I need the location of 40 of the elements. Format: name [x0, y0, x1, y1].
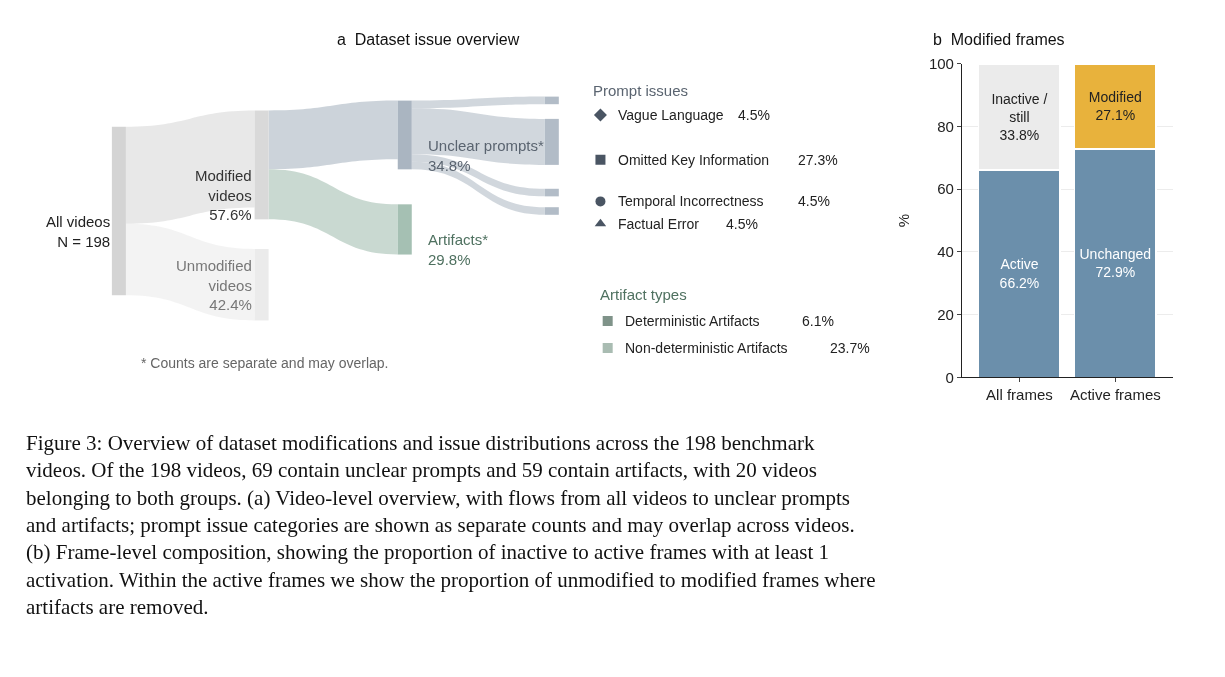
text: a Dataset issue overview: [337, 31, 520, 48]
y-tick-label: 0: [945, 368, 954, 386]
caption: Figure 3: Overview of dataset modifications and issue distributions across the 198 benchmark videos. Of the 198 videos, 69 contain unclear prompts and 59 contain artifacts, with 20 videos belonging to both groups. (a) Video-level overview, with flows from all videos to unclear prompts and artifacts; prompt issue categories are shown as separate counts and may overlap across videos. (b) Frame-level composition, showing the proportion of inactive to active frames with at least 1 activation. Within the active frames we show the proportion of unmodified to modified frames where artifacts are removed.: [26, 431, 876, 619]
category-label: Modified videos: [195, 167, 252, 204]
data-label: 4.5%: [726, 216, 758, 232]
data-label: 4.5%: [798, 193, 830, 209]
y-tick-label: 40: [937, 243, 954, 261]
data-label: 34.8%: [428, 156, 471, 174]
category-label: Vague Language: [618, 107, 724, 123]
category-label: Unclear prompts*: [428, 137, 545, 154]
text: * Counts are separate and may overlap.: [141, 355, 389, 371]
data-label: 29.8%: [428, 250, 471, 268]
text: Artifact types: [600, 286, 687, 303]
category-label: Omitted Key Information: [618, 152, 769, 168]
data-label: Inactive / still 33.8%: [991, 90, 1048, 143]
y-tick-label: 80: [937, 117, 954, 135]
data-label: Active 66.2%: [999, 256, 1040, 291]
data-label: 27.3%: [798, 152, 838, 168]
y-tick-label: 100: [928, 55, 954, 73]
category-label: Factual Error: [618, 216, 700, 232]
category-label: Non-deterministic Artifacts: [625, 340, 788, 356]
data-label: 42.4%: [209, 296, 252, 313]
category-label: All videos N = 198: [46, 213, 111, 250]
y-tick-label: 60: [937, 180, 954, 198]
category-label: Unmodified videos: [176, 257, 252, 294]
data-label: Unchanged 72.9%: [1079, 245, 1152, 281]
data-label: 4.5%: [738, 107, 770, 123]
category-label: Temporal Incorrectness: [618, 193, 764, 209]
data-label: Modified 27.1%: [1088, 89, 1142, 124]
text: Prompt issues: [593, 82, 689, 99]
chart-title: b Modified frames: [933, 31, 1065, 48]
x-tick-label: All frames: [986, 386, 1053, 404]
data-label: 6.1%: [802, 313, 834, 329]
x-tick-label: Active frames: [1069, 386, 1161, 404]
y-axis-title: %: [895, 213, 913, 228]
category-label: Deterministic Artifacts: [625, 313, 760, 329]
category-label: Artifacts*: [428, 231, 489, 248]
data-label: 23.7%: [830, 340, 870, 356]
y-tick-label: 20: [937, 305, 954, 323]
data-label: 57.6%: [209, 206, 252, 223]
